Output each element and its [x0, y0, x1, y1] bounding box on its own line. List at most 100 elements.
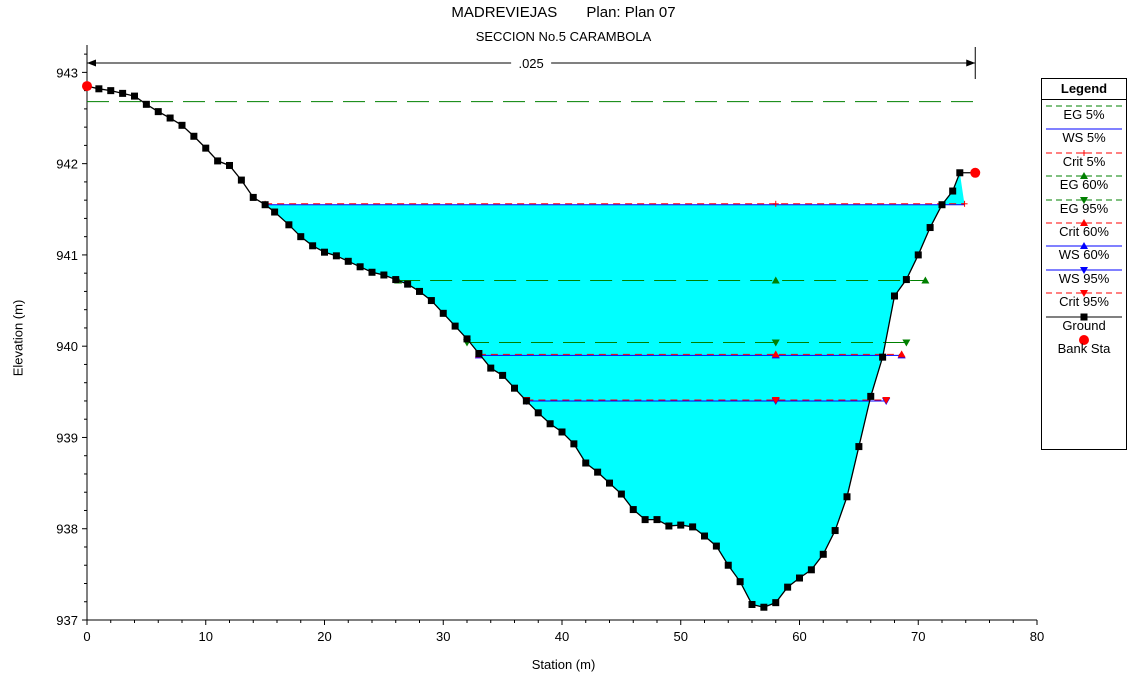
legend-label: EG 5% — [1063, 107, 1105, 122]
profile-marker-end-6 — [897, 350, 906, 358]
ground-point-16 — [271, 208, 279, 216]
legend-item: Crit 60% — [1042, 217, 1126, 240]
y-tick-label-0: 937 — [56, 613, 78, 628]
profile-marker-mid-4 — [771, 339, 780, 347]
legend-label: EG 95% — [1059, 200, 1109, 216]
water-area — [265, 172, 965, 608]
x-tick-label-0: 0 — [83, 629, 90, 644]
legend-item: Ground — [1042, 311, 1126, 334]
legend-swatch — [1046, 172, 1122, 180]
ground-point-41 — [570, 440, 578, 448]
legend-swatch — [1046, 149, 1122, 156]
chart-title: MADREVIEJAS Plan: Plan 07 — [451, 4, 676, 21]
legend-item: Crit 5% — [1042, 147, 1126, 170]
y-axis-label: Elevation (m) — [10, 299, 26, 377]
legend-swatch — [1046, 290, 1122, 298]
profile-marker-mid-3 — [771, 276, 780, 284]
ground-point-66 — [867, 392, 875, 400]
roughness-arrow-left — [87, 59, 96, 67]
legend-marker — [1080, 218, 1088, 226]
ground-point-18 — [297, 233, 305, 241]
x-axis-label: Station (m) — [531, 657, 596, 672]
legend-marker — [1080, 290, 1088, 298]
ground-point-14 — [249, 193, 257, 201]
ground-point-57 — [760, 603, 768, 611]
legend-label: WS 95% — [1058, 270, 1110, 286]
ground-point-26 — [392, 276, 400, 284]
ground-point-38 — [534, 409, 542, 417]
ground-point-33 — [475, 349, 483, 357]
ground-point-3 — [119, 89, 127, 97]
x-tick-label-4: 40 — [555, 629, 569, 644]
ground-point-37 — [522, 397, 530, 405]
x-tick-label-7: 70 — [911, 629, 925, 644]
ground-point-29 — [427, 297, 435, 305]
legend-swatch — [1046, 266, 1122, 274]
chart-subtitle: SECCION No.5 CARAMBOLA — [475, 29, 652, 44]
legend-swatch — [1046, 128, 1122, 130]
ground-point-62 — [819, 550, 827, 558]
ground-point-28 — [416, 287, 423, 295]
ground-point-63 — [831, 527, 839, 535]
bank-station-0 — [82, 81, 92, 92]
ground-point-69 — [902, 276, 910, 284]
ground-point-42 — [582, 459, 590, 467]
roughness-label-bg — [511, 55, 552, 71]
ground-point-30 — [439, 309, 447, 317]
ground-point-52 — [701, 532, 708, 540]
y-tick-label-5: 942 — [56, 157, 78, 172]
ground-line — [86, 85, 976, 608]
ground-point-55 — [736, 578, 744, 586]
legend-item: WS 95% — [1042, 264, 1126, 287]
legend-marker — [1079, 334, 1089, 345]
profile-marker-end-8 — [882, 397, 891, 405]
ground-point-68 — [891, 292, 898, 300]
ground-point-15 — [261, 201, 269, 209]
ground-point-47 — [641, 516, 649, 524]
y-tick-label-2: 939 — [56, 430, 78, 445]
legend-swatch — [1046, 105, 1122, 107]
x-tick-label-5: 50 — [674, 629, 688, 644]
ground-point-34 — [487, 364, 495, 372]
ground-point-70 — [914, 251, 922, 259]
ground-point-5 — [142, 100, 150, 108]
ground-point-72 — [938, 201, 946, 209]
legend-label: Ground — [1062, 317, 1106, 333]
x-tick-label-1: 10 — [199, 629, 213, 644]
ground-point-4 — [131, 92, 138, 100]
y-tick-label-3: 940 — [56, 339, 78, 354]
legend-label: Crit 95% — [1059, 294, 1109, 310]
legend-item: EG 5% — [1042, 100, 1126, 123]
ground-point-25 — [380, 271, 388, 279]
legend-item: EG 95% — [1042, 194, 1126, 217]
ground-point-48 — [653, 516, 661, 524]
legend-label: WS 60% — [1058, 247, 1110, 263]
legend-marker — [1080, 196, 1088, 204]
ground-point-19 — [309, 242, 317, 250]
ground-point-67 — [879, 353, 887, 361]
ground-point-60 — [796, 574, 803, 582]
profile-marker-mid-2 — [772, 200, 779, 207]
y-tick-label-4: 941 — [56, 248, 78, 263]
legend-label: Crit 60% — [1059, 223, 1109, 239]
ground-point-58 — [772, 599, 780, 607]
legend-label: Bank Sta — [1057, 340, 1111, 356]
ground-point-7 — [166, 114, 174, 122]
ground-point-8 — [178, 121, 186, 129]
legend-label: Crit 5% — [1062, 153, 1106, 169]
ground-point-59 — [784, 583, 792, 591]
ground-point-27 — [404, 280, 412, 288]
legend-item: Bank Sta — [1042, 334, 1126, 357]
y-tick-label-6: 943 — [56, 65, 78, 80]
ground-point-56 — [748, 600, 756, 608]
legend-title: Legend — [1042, 79, 1126, 100]
ground-point-73 — [949, 187, 957, 195]
legend-item: Crit 95% — [1042, 287, 1126, 310]
x-tick-label-2: 20 — [317, 629, 331, 644]
profile-marker-end-3 — [921, 276, 930, 284]
roughness-arrow-right — [966, 59, 976, 67]
legend-swatch — [1046, 196, 1122, 204]
ground-point-65 — [855, 443, 863, 451]
profile-marker-end-4 — [902, 339, 911, 347]
